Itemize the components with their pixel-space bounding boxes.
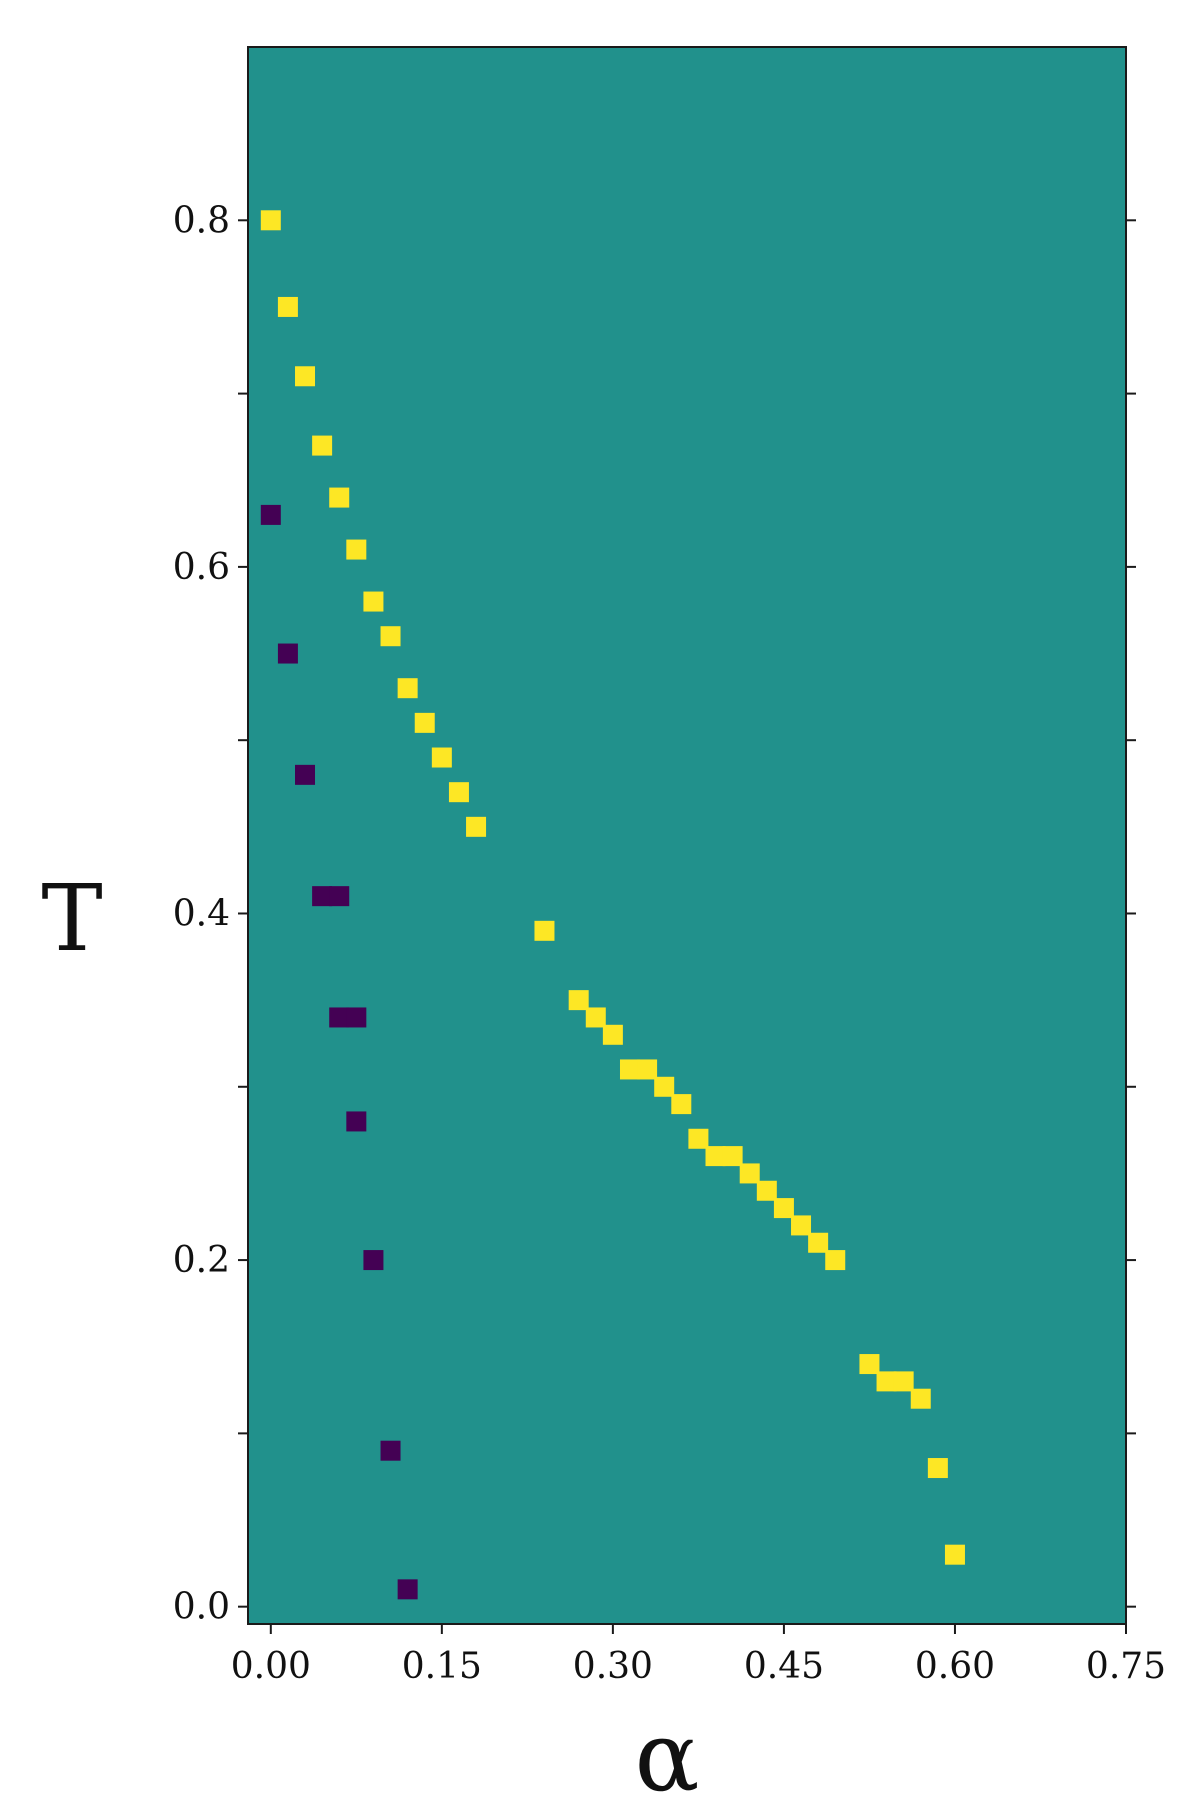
- heatmap-cell-lower-2: [295, 764, 316, 785]
- heatmap-cell-upper-18: [637, 1059, 658, 1080]
- heatmap-cell-upper-23: [722, 1146, 743, 1167]
- heatmap-cell-upper-29: [825, 1250, 846, 1271]
- heatmap-cell-upper-1: [277, 296, 298, 317]
- y-tick-label-3: 0.6: [173, 547, 230, 588]
- y-tick-label-1: 0.2: [173, 1240, 230, 1281]
- heatmap-cell-upper-20: [671, 1094, 692, 1115]
- heatmap-cell-lower-6: [346, 1007, 367, 1028]
- heatmap-cell-upper-35: [944, 1544, 965, 1565]
- heatmap-cell-lower-0: [260, 504, 281, 525]
- x-axis-title: α: [635, 1701, 700, 1813]
- heatmap-cell-upper-10: [431, 747, 452, 768]
- heatmap-cell-upper-26: [773, 1198, 794, 1219]
- heatmap-cell-upper-28: [808, 1232, 829, 1253]
- heatmap-cell-lower-7: [346, 1111, 367, 1132]
- y-tick-label-2: 0.4: [173, 893, 230, 934]
- heatmap-cell-upper-22: [705, 1146, 726, 1167]
- heatmap-cell-upper-12: [466, 816, 487, 837]
- x-tick-label-3: 0.45: [744, 1646, 824, 1687]
- heatmap-cell-upper-11: [448, 782, 469, 803]
- plot-frame: [247, 46, 1127, 1625]
- x-tick-label-2: 0.30: [573, 1646, 653, 1687]
- heatmap-cell-upper-8: [397, 678, 418, 699]
- x-tick-label-4: 0.60: [915, 1646, 995, 1687]
- heatmap-cell-upper-13: [534, 920, 555, 941]
- heatmap-cell-lower-3: [312, 886, 333, 907]
- heatmap-cell-upper-21: [688, 1128, 709, 1149]
- x-tick-label-0: 0.00: [231, 1646, 311, 1687]
- heatmap-cell-upper-2: [295, 366, 316, 387]
- heatmap-cell-upper-17: [619, 1059, 640, 1080]
- heatmap-cell-upper-0: [260, 210, 281, 231]
- cell-layer: [260, 210, 965, 1600]
- y-axis-title: T: [41, 865, 102, 972]
- heatmap-cell-upper-6: [363, 591, 384, 612]
- y-tick-label-0: 0.0: [173, 1587, 230, 1628]
- x-tick-label-1: 0.15: [402, 1646, 482, 1687]
- heatmap-cell-lower-5: [329, 1007, 350, 1028]
- tick-layer: [238, 219, 1136, 1634]
- heatmap-cell-lower-9: [380, 1440, 401, 1461]
- heatmap-cell-lower-8: [363, 1250, 384, 1271]
- heatmap-cell-upper-16: [602, 1024, 623, 1045]
- heatmap-cell-upper-32: [893, 1371, 914, 1392]
- heatmap-cell-upper-9: [414, 712, 435, 733]
- heatmap-cell-upper-31: [876, 1371, 897, 1392]
- heatmap-cell-upper-30: [859, 1354, 880, 1375]
- y-tick-label-4: 0.8: [173, 200, 230, 241]
- heatmap-cell-upper-15: [585, 1007, 606, 1028]
- x-tick-label-5: 0.75: [1086, 1646, 1166, 1687]
- heatmap-cell-upper-5: [346, 539, 367, 560]
- heatmap-cell-upper-7: [380, 626, 401, 647]
- heatmap-cell-upper-14: [568, 990, 589, 1011]
- heatmap-cell-upper-4: [329, 487, 350, 508]
- heatmap-cell-upper-34: [927, 1458, 948, 1479]
- heatmap-cell-upper-19: [654, 1076, 675, 1097]
- heatmap-cell-upper-27: [791, 1215, 812, 1236]
- heatmap-cell-upper-3: [312, 435, 333, 456]
- heatmap-cell-upper-24: [739, 1163, 760, 1184]
- heatmap-cell-lower-4: [329, 886, 350, 907]
- heatmap-cell-lower-10: [397, 1579, 418, 1600]
- heatmap-cell-upper-25: [756, 1180, 777, 1201]
- plot-area: [248, 47, 1126, 1624]
- tick-label-layer: 0.00 0.15 0.30 0.45 0.60 0.75 0.0 0.2 0.4 0.6 0.8: [173, 200, 1166, 1687]
- heatmap-cell-upper-33: [910, 1388, 931, 1409]
- heatmap-cell-lower-1: [277, 643, 298, 664]
